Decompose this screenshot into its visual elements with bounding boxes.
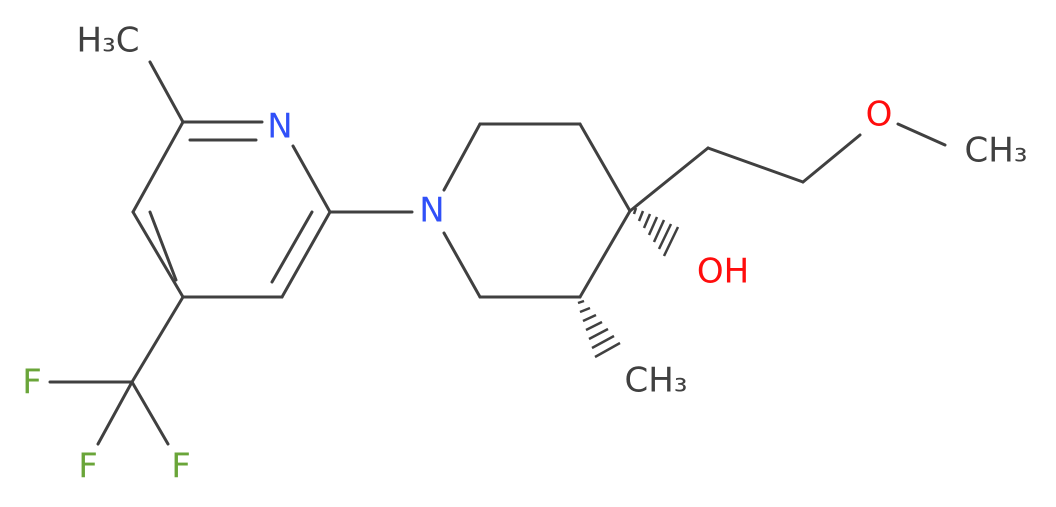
bond [578, 122, 632, 213]
bond [130, 295, 185, 384]
bond [130, 380, 170, 446]
hashed-wedge [577, 299, 621, 359]
bond [96, 380, 134, 446]
bond [291, 144, 332, 214]
atom-label: CH₃ [965, 131, 1028, 171]
bond [801, 133, 862, 184]
atom-label: OH [697, 252, 749, 292]
bond [706, 146, 805, 184]
atom-label: H₃C [77, 21, 140, 61]
bond [578, 209, 632, 299]
atom-label: F [78, 447, 98, 487]
bond [442, 122, 482, 192]
hashed-wedge [632, 207, 680, 257]
bond [148, 210, 178, 282]
atom-label: F [171, 447, 191, 487]
atom-label: CH₃ [625, 361, 688, 401]
bond [148, 60, 185, 124]
bond [131, 120, 185, 214]
bond [628, 146, 710, 213]
atom-label: N [419, 191, 444, 231]
atom-label: O [866, 95, 893, 135]
bonds [48, 60, 947, 446]
bond [896, 122, 947, 147]
bond [270, 210, 314, 284]
bond [280, 210, 332, 299]
bond [131, 210, 185, 299]
atom-label: N [267, 107, 292, 147]
bond [442, 231, 482, 299]
atom-label: F [22, 363, 42, 403]
